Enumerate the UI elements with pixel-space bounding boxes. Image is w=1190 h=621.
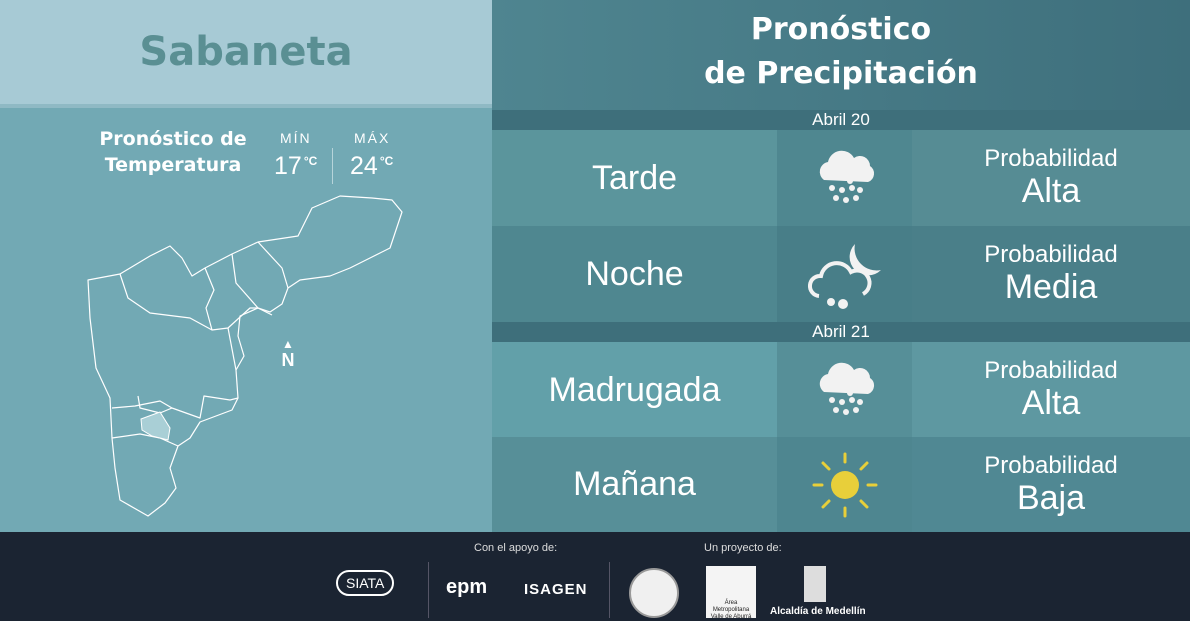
- probability-label: Probabilidad: [984, 357, 1118, 384]
- min-unit: °C: [303, 154, 318, 168]
- north-label: N: [281, 350, 295, 370]
- forecast-row: Tarde Probabilidad Alta: [492, 130, 1190, 226]
- region-border: [231, 253, 273, 316]
- footer: Con el apoyo de: Un proyecto de: SIATA e…: [0, 532, 1190, 620]
- period-name: Tarde: [492, 130, 777, 226]
- heavy-rain-cloud-icon: [777, 342, 912, 438]
- sun-icon: [777, 437, 912, 532]
- divider: [428, 562, 429, 618]
- region-border: [204, 267, 215, 331]
- sabaneta-highlight: [140, 411, 171, 441]
- heavy-rain-cloud-icon: [777, 130, 912, 226]
- probability-cell: Probabilidad Baja: [912, 437, 1190, 532]
- alcaldia-crest-icon: [804, 566, 826, 602]
- max-value: 24 °C: [350, 152, 393, 181]
- temperature-divider: [332, 148, 333, 184]
- north-arrow: ▲ N: [280, 336, 296, 370]
- location-title-bar: Sabaneta: [0, 0, 492, 104]
- region-border: [137, 395, 173, 414]
- temperature-title-line1: Pronóstico de: [99, 128, 247, 150]
- probability-cell: Probabilidad Alta: [912, 130, 1190, 226]
- epm-logo: epm: [446, 576, 488, 598]
- precip-title-line1: Pronóstico: [750, 12, 932, 47]
- alcaldia-logo-text: Alcaldía de Medellín: [770, 606, 866, 617]
- probability-value: Alta: [1021, 172, 1081, 210]
- probability-cell: Probabilidad Media: [912, 226, 1190, 322]
- max-label: MÁX: [354, 130, 391, 146]
- temperature-title: Pronóstico de Temperatura: [88, 126, 258, 178]
- probability-value: Baja: [1016, 478, 1086, 517]
- location-name: Sabaneta: [139, 29, 353, 75]
- probability-label: Probabilidad: [984, 241, 1118, 268]
- region-border: [119, 273, 258, 331]
- municipality-map: [87, 195, 403, 517]
- probability-value: Alta: [1021, 384, 1081, 422]
- forecast-row: Mañana Probabilidad Baja: [492, 437, 1190, 532]
- region-outline: [87, 195, 403, 517]
- period-name: Madrugada: [492, 342, 777, 438]
- precip-title: Pronóstico de Precipitación: [492, 0, 1190, 96]
- date-header: Abril 20: [492, 110, 1190, 130]
- date-header: Abril 21: [492, 322, 1190, 342]
- area-metropolitana-text: Área Metropolitana Valle de Aburrá: [710, 600, 752, 620]
- probability-label: Probabilidad: [984, 451, 1118, 479]
- divider: [0, 104, 492, 108]
- support-label: Con el apoyo de:: [474, 542, 558, 554]
- area-metropolitana-logo: Área Metropolitana Valle de Aburrá: [706, 566, 756, 620]
- forecast-row: Noche Probabilidad Media: [492, 226, 1190, 322]
- max-value-number: 24: [350, 152, 378, 180]
- medellin-seal-logo: [629, 568, 679, 618]
- min-label: MÍN: [280, 130, 312, 146]
- isagen-logo: ISAGEN: [524, 581, 588, 598]
- period-name: Noche: [492, 226, 777, 322]
- period-name: Mañana: [492, 437, 777, 532]
- region-border: [227, 327, 237, 371]
- siata-logo: SIATA: [336, 570, 395, 596]
- map-panel: Pronóstico de Temperatura MÍN 17 °C MÁX 24…: [0, 108, 492, 532]
- divider: [609, 562, 610, 618]
- probability-label: Probabilidad: [984, 145, 1118, 172]
- min-value-number: 17: [274, 152, 302, 180]
- probability-value: Media: [1004, 268, 1098, 306]
- min-value: 17 °C: [274, 152, 317, 181]
- temperature-title-line2: Temperatura: [104, 154, 242, 176]
- region-border: [257, 241, 289, 289]
- project-label: Un proyecto de:: [704, 542, 782, 554]
- precip-title-line2: de Precipitación: [704, 56, 978, 91]
- night-rain-cloud-moon-icon: [777, 226, 912, 322]
- probability-cell: Probabilidad Alta: [912, 342, 1190, 438]
- precip-header: Pronóstico de Precipitación: [492, 0, 1190, 110]
- region-border: [111, 433, 179, 447]
- forecast-row: Madrugada Probabilidad Alta: [492, 342, 1190, 438]
- max-unit: °C: [379, 154, 394, 168]
- north-arrow-icon: ▲: [282, 337, 294, 351]
